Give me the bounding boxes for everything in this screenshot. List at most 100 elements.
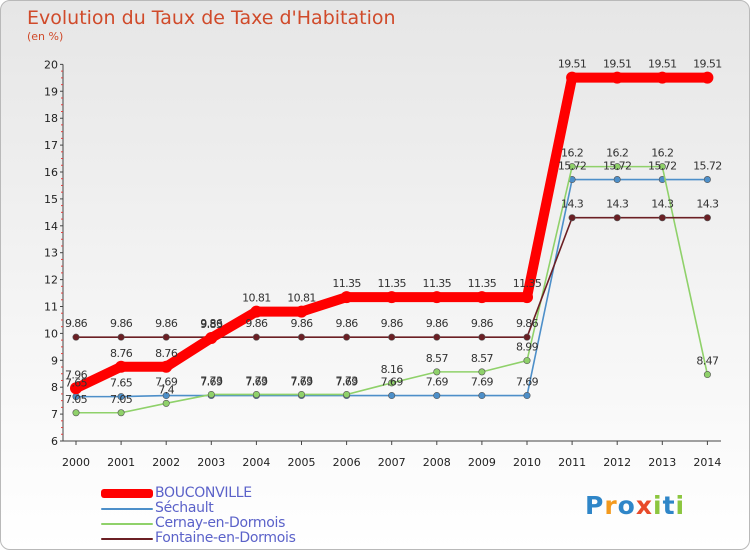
data-point-sechault [162,392,170,400]
data-point-sechault [703,176,711,184]
data-label-bouconville: 10.81 [287,292,316,305]
logo-letter: P [585,491,605,520]
data-point-bouconville [430,291,443,304]
data-label-cernay-en-dormois: 7.73 [290,374,313,387]
data-label-bouconville: 11.35 [377,277,406,290]
x-tick-label: 2011 [558,456,586,469]
data-point-cernay-en-dormois [207,390,215,398]
data-point-cernay-en-dormois [72,409,80,417]
data-point-fontaine-en-dormois [523,333,531,341]
data-point-fontaine-en-dormois [297,333,305,341]
logo-letter: o [617,491,636,520]
data-point-fontaine-en-dormois [117,333,125,341]
data-label-bouconville: 19.51 [648,58,677,71]
data-point-fontaine-en-dormois [433,333,441,341]
data-label-sechault: 7.69 [245,376,268,389]
y-axis-unit-label: (en %) [27,30,64,43]
y-tick-label: 8 [51,381,58,394]
data-label-sechault: 7.69 [381,376,404,389]
legend-label-bouconville: BOUCONVILLE [155,485,252,501]
data-point-bouconville [566,71,579,84]
data-label-fontaine-en-dormois: 9.86 [381,317,404,330]
data-label-fontaine-en-dormois: 9.86 [516,317,539,330]
data-point-cernay-en-dormois [703,371,711,379]
data-point-sechault [433,392,441,400]
y-tick-label: 11 [44,301,58,314]
data-label-cernay-en-dormois: 8.57 [471,352,494,365]
legend-swatch-sechault [101,507,153,510]
data-label-fontaine-en-dormois: 14.3 [651,198,674,211]
data-point-sechault [478,392,486,400]
data-label-cernay-en-dormois: 7.73 [336,374,359,387]
data-point-bouconville [385,291,398,304]
logo-letter: i [675,491,686,520]
data-point-bouconville [295,305,308,318]
data-label-fontaine-en-dormois: 9.86 [471,317,494,330]
legend-item-bouconville: BOUCONVILLE [101,486,296,501]
data-label-cernay-en-dormois: 8.99 [516,341,539,354]
data-label-sechault: 7.65 [65,377,88,390]
data-point-cernay-en-dormois [433,368,441,376]
data-label-bouconville: 19.51 [558,58,587,71]
data-point-sechault [388,392,396,400]
data-point-bouconville [115,360,128,373]
x-tick-label: 2014 [693,456,721,469]
data-label-cernay-en-dormois: 8.57 [426,352,449,365]
data-label-bouconville: 11.35 [468,277,497,290]
data-point-fontaine-en-dormois [568,214,576,222]
data-label-sechault: 7.69 [290,376,313,389]
x-tick-label: 2012 [603,456,631,469]
data-label-bouconville: 11.35 [423,277,452,290]
data-label-sechault: 7.69 [426,376,449,389]
logo-letter: t [662,491,676,520]
data-point-bouconville [656,71,669,84]
data-label-cernay-en-dormois: 16.2 [651,147,673,160]
data-label-cernay-en-dormois: 16.2 [606,147,628,160]
y-tick-label: 10 [44,327,58,340]
x-tick-label: 2000 [62,456,90,469]
legend-swatch-cernay [101,522,153,525]
data-point-fontaine-en-dormois [252,333,260,341]
y-tick-label: 19 [44,85,58,98]
data-label-cernay-en-dormois: 7.4 [158,383,174,396]
legend: BOUCONVILLE Séchault Cernay-en-Dormois F… [101,486,296,546]
x-tick-label: 2005 [288,456,316,469]
data-label-fontaine-en-dormois: 9.86 [336,317,359,330]
data-label-sechault: 15.72 [558,160,587,173]
logo-letter: x [635,491,653,520]
data-label-bouconville: 10.81 [242,292,271,305]
data-point-cernay-en-dormois [613,163,621,171]
legend-label-sechault: Séchault [155,500,214,516]
legend-label-cernay: Cernay-en-Dormois [155,515,286,531]
y-tick-label: 6 [51,435,58,448]
data-label-sechault: 15.72 [648,160,677,173]
chart-title: Evolution du Taux de Taxe d'Habitation [27,7,396,29]
data-label-sechault: 7.69 [200,376,223,389]
data-point-bouconville [340,291,353,304]
data-point-cernay-en-dormois [343,390,351,398]
x-tick-label: 2003 [197,456,225,469]
proxiti-logo: Proxiti [585,491,685,520]
data-label-fontaine-en-dormois: 9.86 [200,317,223,330]
data-label-bouconville: 11.35 [513,277,542,290]
x-tick-label: 2002 [152,456,180,469]
data-label-sechault: 15.72 [603,160,632,173]
y-tick-label: 14 [44,220,58,233]
data-point-fontaine-en-dormois [388,333,396,341]
series-line-bouconville [71,72,713,394]
data-label-sechault: 7.69 [155,376,178,389]
data-label-cernay-en-dormois: 7.05 [65,393,88,406]
y-tick-label: 15 [44,193,58,206]
data-label-cernay-en-dormois: 7.05 [110,393,133,406]
data-label-sechault: 15.72 [693,160,722,173]
data-point-bouconville [611,71,624,84]
data-point-cernay-en-dormois [297,390,305,398]
x-tick-label: 2010 [513,456,541,469]
x-tick-label: 2004 [242,456,270,469]
data-point-fontaine-en-dormois [343,333,351,341]
data-point-bouconville [70,382,82,395]
data-point-bouconville [701,71,714,84]
data-label-fontaine-en-dormois: 14.3 [606,198,629,211]
data-label-bouconville: 7.96 [65,368,88,381]
data-label-fontaine-en-dormois: 9.86 [110,317,133,330]
